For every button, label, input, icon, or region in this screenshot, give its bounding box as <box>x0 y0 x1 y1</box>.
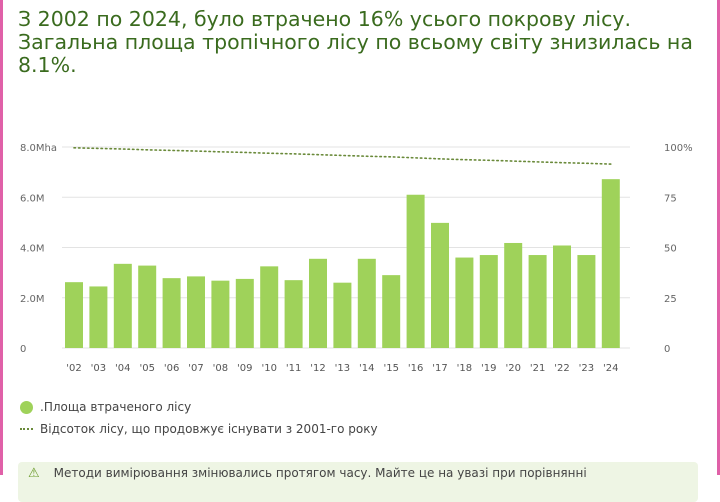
x-tick-label: '09 <box>237 363 252 374</box>
forest-loss-chart: 0 2.0M 4.0M 6.0M 8.0Mha 0 25 50 75 100% '02 '03 '04 '… <box>20 143 693 374</box>
x-tick-label: '24 <box>603 363 618 374</box>
y-right-tick-label: 100% <box>664 143 693 154</box>
y-right-tick-label: 75 <box>664 193 677 204</box>
bar <box>577 255 596 348</box>
bar <box>455 257 474 348</box>
legend-bars-label: .Площа втраченого лісу <box>40 400 192 414</box>
frame-right-border <box>717 0 720 475</box>
warning-text: Методи вимірювання змінювались протягом … <box>53 466 587 480</box>
x-tick-label: '14 <box>359 363 374 374</box>
bar <box>406 194 425 348</box>
y-left-tick-label: 2.0M <box>20 294 45 305</box>
x-tick-label: '05 <box>139 363 154 374</box>
x-tick-label: '04 <box>115 363 130 374</box>
x-tick-label: '02 <box>66 363 81 374</box>
bar <box>504 242 523 348</box>
bar <box>333 282 352 348</box>
bar <box>138 265 157 348</box>
x-tick-label: '22 <box>554 363 569 374</box>
y-left-tick-label: 6.0M <box>20 193 45 204</box>
x-tick-label: '19 <box>481 363 496 374</box>
headline: З 2002 по 2024, було втрачено 16% усього… <box>18 7 693 77</box>
bar <box>89 286 108 348</box>
y-left-tick-label: 0 <box>20 344 26 355</box>
y-right-tick-label: 25 <box>664 294 677 305</box>
bar <box>211 280 230 348</box>
x-tick-label: '16 <box>408 363 423 374</box>
y-left-tick-label: 4.0M <box>20 244 45 255</box>
bar <box>431 222 449 348</box>
legend-line-label: Відсоток лісу, що продовжує існувати з 2… <box>40 422 378 436</box>
bar <box>187 276 205 348</box>
bar <box>601 179 620 348</box>
x-tick-label: '20 <box>505 363 520 374</box>
x-tick-label: '10 <box>261 363 276 374</box>
bar <box>382 275 401 348</box>
bar <box>553 245 571 348</box>
x-tick-label: '03 <box>91 363 106 374</box>
x-tick-label: '08 <box>213 363 228 374</box>
x-tick-label: '12 <box>310 363 325 374</box>
y-right-tick-label: 0 <box>664 344 670 355</box>
bar <box>309 258 327 348</box>
bar <box>284 280 303 348</box>
y-left-tick-label: 8.0Mha <box>20 143 57 154</box>
x-tick-label: '06 <box>164 363 179 374</box>
x-tick-label: '17 <box>432 363 447 374</box>
bar <box>113 263 132 348</box>
legend-bar-swatch <box>20 400 33 414</box>
legend: .Площа втраченого лісу Відсоток лісу, що… <box>20 396 378 440</box>
warning-banner: ⚠ Методи вимірювання змінювались протяго… <box>18 462 698 502</box>
line-series <box>73 147 612 165</box>
bar <box>357 258 376 348</box>
x-tick-label: '11 <box>286 363 301 374</box>
x-tick-label: '13 <box>335 363 350 374</box>
bar <box>479 255 498 348</box>
bar <box>260 266 279 348</box>
bar <box>235 278 254 348</box>
y-right-tick-label: 50 <box>664 244 677 255</box>
x-tick-label: '07 <box>188 363 203 374</box>
frame-left-border <box>0 0 3 475</box>
x-tick-label: '23 <box>579 363 594 374</box>
bar <box>528 255 547 348</box>
x-tick-label: '18 <box>457 363 472 374</box>
legend-item-line: Відсоток лісу, що продовжує існувати з 2… <box>20 418 378 440</box>
legend-item-bars: .Площа втраченого лісу <box>20 396 378 418</box>
bar <box>162 278 181 348</box>
x-tick-label: '21 <box>530 363 545 374</box>
x-tick-label: '15 <box>383 363 398 374</box>
bar <box>65 282 83 348</box>
legend-line-swatch <box>20 428 33 430</box>
warning-triangle-icon: ⚠ <box>28 466 40 481</box>
